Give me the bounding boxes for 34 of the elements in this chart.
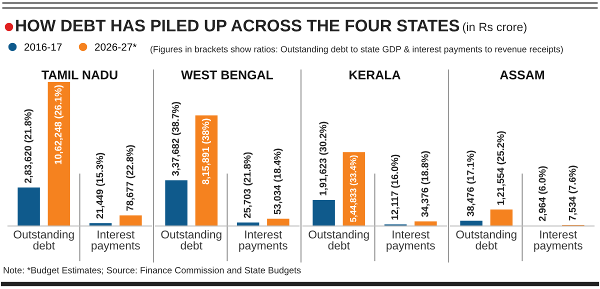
text: Note: *Budget Estimates; Source: Finance Commission and State Budgets bbox=[4, 266, 301, 276]
chart-title: TAMIL NADU bbox=[42, 70, 118, 80]
x-tick-label: Outstanding debt bbox=[161, 230, 222, 250]
text: (in Rs crore) bbox=[462, 22, 526, 34]
text: (Figures in brackets show ratios: Outstanding debt to state GDP & interest payments to revenue receipts) bbox=[150, 46, 563, 54]
data-label: 10,62,248 (26.1%) bbox=[54, 85, 64, 164]
data-label: 7,534 (7.6%) bbox=[568, 166, 578, 220]
data-label: 78,677 (22.8%) bbox=[126, 145, 136, 211]
chart-title: ASSAM bbox=[500, 70, 544, 80]
legend-label: 2016-17 bbox=[24, 43, 62, 51]
data-label: 8,15,891 (38%) bbox=[202, 118, 211, 184]
data-label: 38,476 (17.1%) bbox=[466, 150, 476, 216]
text: HOW DEBT HAS PILED UP ACROSS THE FOUR STATES bbox=[16, 20, 460, 32]
data-label: 25,703 (21.8%) bbox=[244, 152, 253, 218]
legend-label: 2026-27* bbox=[95, 43, 137, 51]
chart-title: WEST BENGAL bbox=[181, 70, 274, 80]
data-label: 21,449 (15.3%) bbox=[96, 152, 106, 219]
data-label: 3,37,682 (38.7%) bbox=[172, 102, 181, 176]
data-label: 53,034 (18.4%) bbox=[274, 148, 283, 214]
x-tick-label: Interest payments bbox=[534, 230, 582, 252]
x-tick-label: Interest payments bbox=[92, 230, 140, 252]
data-label: 5,44,833 (33.4%) bbox=[350, 155, 358, 222]
x-tick-label: Interest payments bbox=[239, 230, 288, 252]
x-tick-label: Outstanding debt bbox=[456, 230, 516, 250]
data-label: 1,21,554 (25.2%) bbox=[496, 131, 506, 205]
x-tick-label: Outstanding debt bbox=[308, 230, 369, 250]
data-label: 1,91,623 (30.2%) bbox=[319, 122, 328, 196]
x-tick-label: Interest payments bbox=[386, 230, 435, 252]
data-label: 2,964 (6.0%) bbox=[538, 166, 548, 222]
data-label: 2,83,620 (21.8%) bbox=[24, 109, 34, 184]
x-tick-label: Outstanding debt bbox=[14, 230, 74, 250]
data-label: 12,117 (16.0%) bbox=[391, 154, 400, 220]
data-label: 34,376 (18.8%) bbox=[421, 151, 430, 217]
chart-title: KERALA bbox=[350, 70, 400, 80]
